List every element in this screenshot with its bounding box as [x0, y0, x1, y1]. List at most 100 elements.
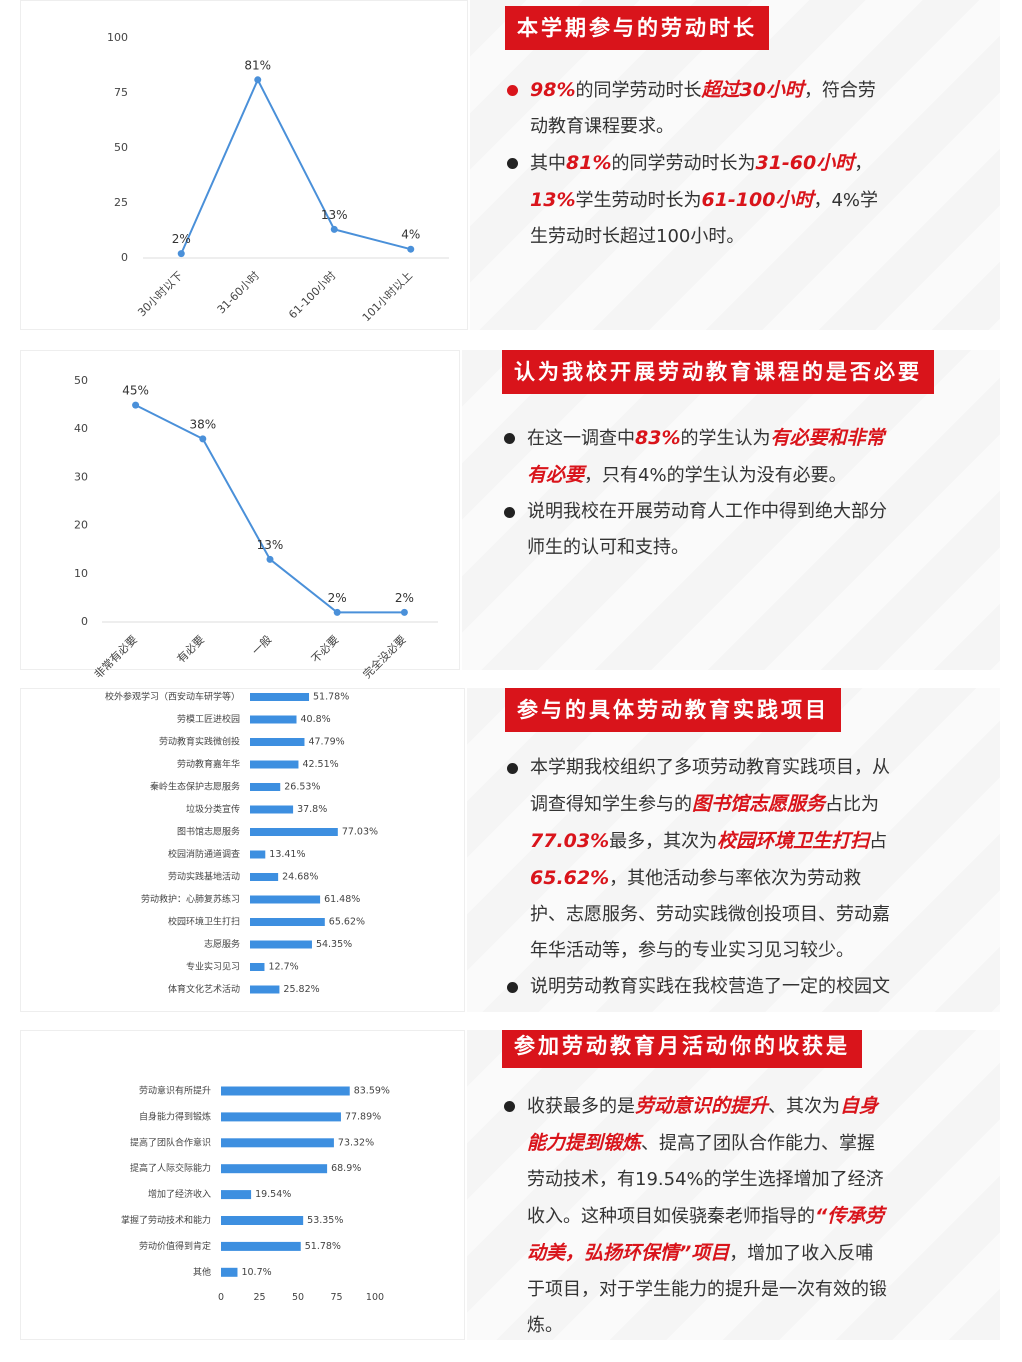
point [407, 245, 415, 253]
text-run: 的同学劳动时长 [575, 80, 702, 101]
text-run: 、其次为 [768, 1096, 841, 1117]
y-tick-label: 秦岭生态保护志愿服务 [150, 781, 240, 793]
bar [250, 918, 325, 926]
bar [221, 1241, 301, 1251]
text-panel: 参与的具体劳动教育实践项目本学期我校组织了多项劳动教育实践项目，从调查得知学生参… [467, 688, 1000, 1012]
text-run: 说明劳动教育实践在我校营造了一定的校园文化氛围，但专业性劳动实践仍有 [530, 976, 890, 997]
y-tick-label: 40 [74, 422, 88, 435]
chart-panel [20, 0, 468, 330]
chart-panel [20, 1030, 465, 1340]
text-run: 收获最多的是 [527, 1096, 635, 1117]
x-tick-label: 不必要 [309, 633, 342, 666]
bar [250, 963, 265, 971]
y-tick-label: 志愿服务 [204, 938, 240, 950]
y-tick-label: 劳动救护：心肺复苏练习 [141, 893, 240, 905]
panel-title: 参与的具体劳动教育实践项目 [505, 688, 841, 732]
text-panel: 本学期参与的劳动时长 98%的同学劳动时长超过30小时，符合劳动教育课程要求。 其中… [470, 0, 1000, 330]
bullet: 收获最多的是劳动意识的提升、其次为自身能力提到锻炼、提高了团队合作能力、掌握劳动… [502, 1088, 887, 1340]
emphasis: 劳动意识的提升 [635, 1095, 769, 1117]
data-label: 2% [328, 591, 347, 605]
x-tick-label: 61-100小时 [286, 269, 338, 321]
text-run: 占比为 [825, 794, 880, 815]
point [199, 435, 207, 443]
point [400, 608, 408, 616]
data-label: 65.62% [329, 917, 365, 928]
bar [250, 985, 280, 994]
bar [250, 895, 321, 904]
bar [250, 693, 310, 701]
y-tick-label: 提高了团队合作意识 [130, 1136, 211, 1148]
bullet: 在这一调查中83%的学生认为有必要和非常有必要，只有4%的学生认为没有必要。 [502, 420, 887, 494]
data-label: 42.51% [302, 759, 338, 770]
data-label: 51.78% [313, 692, 349, 703]
x-tick-label: 完全没必要 [360, 632, 409, 681]
emphasis: 83% [635, 427, 681, 449]
y-tick-label: 垃圾分类宣传 [186, 803, 240, 815]
emphasis: 81% [566, 152, 612, 174]
bar [250, 805, 294, 814]
y-tick-label: 0 [81, 615, 88, 628]
line [135, 404, 405, 614]
y-tick-label: 掌握了劳动技术和能力 [121, 1214, 211, 1226]
data-label: 73.32% [338, 1137, 374, 1148]
text-run: ，其他活动参与率依次为劳动救护、志愿服务、劳动实践微创投项目、劳动嘉年华活动等，… [530, 868, 890, 961]
x-tick-label: 31-60小时 [215, 269, 262, 316]
data-label: 12.7% [268, 962, 298, 973]
text-run: ，只有4%的学生认为没有必要。 [584, 465, 847, 486]
data-label: 51.78% [305, 1241, 341, 1252]
data-label: 24.68% [282, 872, 318, 883]
y-tick-label: 20 [74, 519, 88, 532]
bullet: 其中81%的同学劳动时长为31-60小时， 13%学生劳动时长为61-100小时，… [505, 145, 890, 255]
text-panel: 参加劳动教育月活动你的收获是 收获最多的是劳动意识的提升、其次为自身能力提到锻炼、… [467, 1030, 1000, 1340]
text-panel: 认为我校开展劳动教育课程的是否必要 在这一调查中83%的学生认为有必要和非常有必要… [462, 350, 1000, 670]
data-label: 40.8% [301, 714, 331, 725]
y-tick-label: 图书馆志愿服务 [177, 826, 240, 838]
data-label: 25.82% [283, 984, 319, 995]
emphasis: 图书馆志愿服务 [692, 793, 826, 815]
y-tick-label: 校园环境卫生打扫 [168, 916, 240, 928]
bullet: 说明我校在开展劳动育人工作中得到绝大部分师生的认可和支持。 [502, 494, 887, 566]
text-run: 的学生认为 [680, 428, 771, 449]
emphasis: 98% [530, 79, 576, 101]
emphasis: 13% [530, 189, 576, 211]
text-run: 本学期我校组织了多项劳动教育实践项目，从调查得知学生参与的 [530, 757, 890, 815]
emphasis: 31-60小时 [755, 152, 855, 174]
data-label: 81% [244, 58, 271, 72]
point [132, 401, 140, 409]
data-label: 4% [401, 228, 420, 242]
x-tick-label: 25 [253, 1292, 265, 1303]
bullet: 说明劳动教育实践在我校营造了一定的校园文化氛围，但专业性劳动实践仍有 [505, 969, 890, 1012]
data-label: 38% [189, 417, 216, 431]
y-tick-label: 体育文化艺术活动 [168, 983, 240, 995]
emphasis: 77.03% [530, 830, 610, 852]
y-tick-label: 增加了经济收入 [148, 1188, 211, 1200]
point [333, 608, 341, 616]
bar [250, 715, 297, 724]
chart-panel [20, 350, 460, 670]
data-label: 26.53% [284, 782, 320, 793]
x-tick-label: 75 [330, 1292, 342, 1303]
data-label: 77.03% [342, 827, 378, 838]
bullet-list: 本学期我校组织了多项劳动教育实践项目，从调查得知学生参与的图书馆志愿服务占比为 7… [505, 750, 890, 1012]
bullet-list: 收获最多的是劳动意识的提升、其次为自身能力提到锻炼、提高了团队合作能力、掌握劳动… [502, 1088, 887, 1340]
x-tick-label: 101小时以上 [360, 269, 415, 324]
emphasis: 有必要和非常有必要 [527, 427, 885, 486]
bar [221, 1190, 252, 1200]
x-tick-label: 50 [292, 1292, 304, 1303]
y-tick-label: 劳动价值得到肯定 [139, 1240, 211, 1252]
panel-title: 本学期参与的劳动时长 [505, 6, 769, 50]
text-run: 学生劳动时长为 [575, 190, 702, 211]
data-label: 2% [395, 591, 414, 605]
bar [221, 1216, 304, 1225]
y-tick-label: 劳动实践基地活动 [168, 871, 240, 883]
bullet-list: 98%的同学劳动时长超过30小时，符合劳动教育课程要求。 其中81%的同学劳动时长… [505, 72, 890, 255]
bar [250, 738, 305, 746]
y-tick-label: 劳动教育嘉年华 [177, 758, 240, 770]
text-run: 其中 [530, 153, 566, 174]
x-tick-label: 一般 [249, 633, 274, 658]
x-tick-label: 非常有必要 [91, 632, 140, 681]
y-tick-label: 0 [121, 251, 128, 264]
data-label: 77.89% [345, 1111, 381, 1122]
bar [250, 828, 338, 836]
